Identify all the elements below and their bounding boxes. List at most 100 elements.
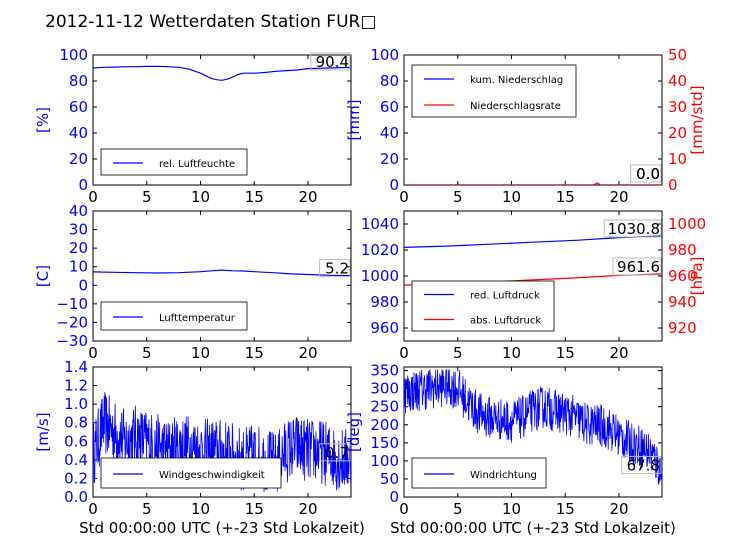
y-tick-label: 80 (380, 72, 399, 90)
x-tick-label: 15 (556, 344, 575, 362)
x-axis-label: Std 00:00:00 UTC (+-23 Std Lokalzeit) (390, 519, 676, 537)
x-tick-label: 10 (502, 500, 521, 518)
y-tick-label: 60 (69, 98, 88, 116)
x-tick-label: 20 (298, 188, 317, 206)
legend-label: Windrichtung (470, 470, 537, 481)
x-tick-label: 0 (399, 500, 409, 518)
y-right-tick-label: 960 (668, 267, 697, 285)
y-axis-label: [deg] (345, 412, 363, 452)
x-tick-label: 5 (453, 344, 463, 362)
x-tick-label: 15 (556, 188, 575, 206)
series-line-0 (93, 269, 351, 277)
x-tick-label: 0 (88, 188, 98, 206)
x-tick-label: 15 (556, 500, 575, 518)
last-value-box (612, 257, 662, 276)
last-value-label: 0.0 (636, 165, 660, 183)
legend-frame (411, 64, 577, 118)
y-tick-label: 0 (78, 276, 88, 294)
x-tick-label: 5 (453, 188, 463, 206)
legend: kum. Niederschlag Niederschlagsrate (411, 64, 577, 118)
last-value-box (319, 443, 351, 462)
legend-label: Niederschlagsrate (470, 101, 561, 112)
legend-label: Windgeschwindigkeit (159, 470, 265, 481)
legend-frame (411, 457, 547, 489)
y-tick-label: 20 (69, 150, 88, 168)
x-tick-label: 20 (298, 344, 317, 362)
y-tick-label: −30 (56, 332, 88, 350)
x-tick-label: 0 (399, 188, 409, 206)
y-axis-label: [mm] (345, 100, 363, 141)
y-tick-label: 0.2 (64, 469, 88, 487)
last-value-label: 0.7 (325, 444, 349, 462)
y-tick-label: −10 (56, 295, 88, 313)
panel-top-right: 0 5 10 15 20 0 20 40 60 80 100 0 10 20 30 40 50 [mm] [mm/s… (345, 46, 706, 206)
x-axis-label: Std 00:00:00 UTC (+-23 Std Lokalzeit) (79, 519, 365, 537)
last-value-label: 90.4 (316, 53, 349, 71)
y-right-tick-label: 30 (668, 98, 687, 116)
y-right-tick-label: 50 (668, 46, 687, 64)
x-tick-label: 0 (399, 344, 409, 362)
y-axis-right-label: [hPa] (688, 257, 706, 296)
legend-label: Lufttemperatur (159, 313, 236, 324)
y-tick-label: 0 (78, 176, 88, 194)
legend-label: rel. Luftfeuchte (159, 159, 235, 170)
y-tick-label: 20 (69, 239, 88, 257)
y-tick-label: 1000 (361, 267, 399, 285)
x-tick-label: 20 (609, 188, 628, 206)
last-value-label: 961.6 (617, 258, 660, 276)
y-tick-label: 60 (380, 98, 399, 116)
y-right-tick-label: 980 (668, 241, 697, 259)
x-tick-label: 0 (88, 344, 98, 362)
x-tick-label: 0 (88, 500, 98, 518)
x-tick-label: 5 (142, 188, 152, 206)
y-tick-label: 1040 (361, 215, 399, 233)
y-tick-label: 0.4 (64, 451, 88, 469)
y-tick-label: −20 (56, 313, 88, 331)
y-right-tick-label: 10 (668, 150, 687, 168)
series-line-0 (93, 65, 351, 81)
y-tick-label: 100 (370, 452, 399, 470)
legend: Lufttemperatur (100, 301, 248, 331)
y-tick-label: 980 (370, 293, 399, 311)
legend: rel. Luftfeuchte (100, 148, 248, 176)
y-tick-label: 0.8 (64, 414, 88, 432)
series-line-0 (404, 369, 662, 485)
chart-title: 2012-11-12 Wetterdaten Station FUR□ (45, 12, 376, 32)
y-right-tick-label: 1000 (668, 215, 706, 233)
series-line-0 (404, 235, 662, 248)
y-tick-label: 200 (370, 416, 399, 434)
x-tick-label: 5 (142, 344, 152, 362)
y-axis-label: [m/s] (34, 412, 52, 451)
y-axis-label: [%] (34, 107, 52, 133)
x-tick-label: 15 (245, 500, 264, 518)
last-value-box (621, 455, 662, 474)
last-value-label: 0.0 (636, 165, 660, 183)
y-right-tick-label: 20 (668, 124, 687, 142)
legend-frame (411, 280, 555, 332)
last-value-box (319, 259, 351, 278)
legend: Windrichtung (411, 457, 547, 489)
y-tick-label: 0 (389, 488, 399, 506)
y-tick-label: 1.0 (64, 395, 88, 413)
y-tick-label: 100 (370, 46, 399, 64)
y-tick-label: 30 (69, 221, 88, 239)
y-right-tick-label: 940 (668, 293, 697, 311)
last-value-label: 5.2 (325, 260, 349, 278)
y-tick-label: 1020 (361, 241, 399, 259)
series-line-1 (404, 182, 662, 185)
y-tick-label: 150 (370, 434, 399, 452)
legend-frame (100, 148, 248, 176)
y-tick-label: 1.4 (64, 358, 88, 376)
y-tick-label: 960 (370, 319, 399, 337)
y-tick-label: 10 (69, 258, 88, 276)
y-tick-label: 250 (370, 398, 399, 416)
legend-label: red. Luftdruck (470, 291, 540, 302)
x-tick-label: 5 (142, 500, 152, 518)
last-value-box (630, 164, 662, 183)
panel-bottom-left: 0 5 10 15 20 0.00.20.40.60.81.01.21.4 [m/s] Std… (34, 358, 365, 537)
x-tick-label: 20 (609, 344, 628, 362)
last-value-label: 67.8 (627, 456, 660, 474)
